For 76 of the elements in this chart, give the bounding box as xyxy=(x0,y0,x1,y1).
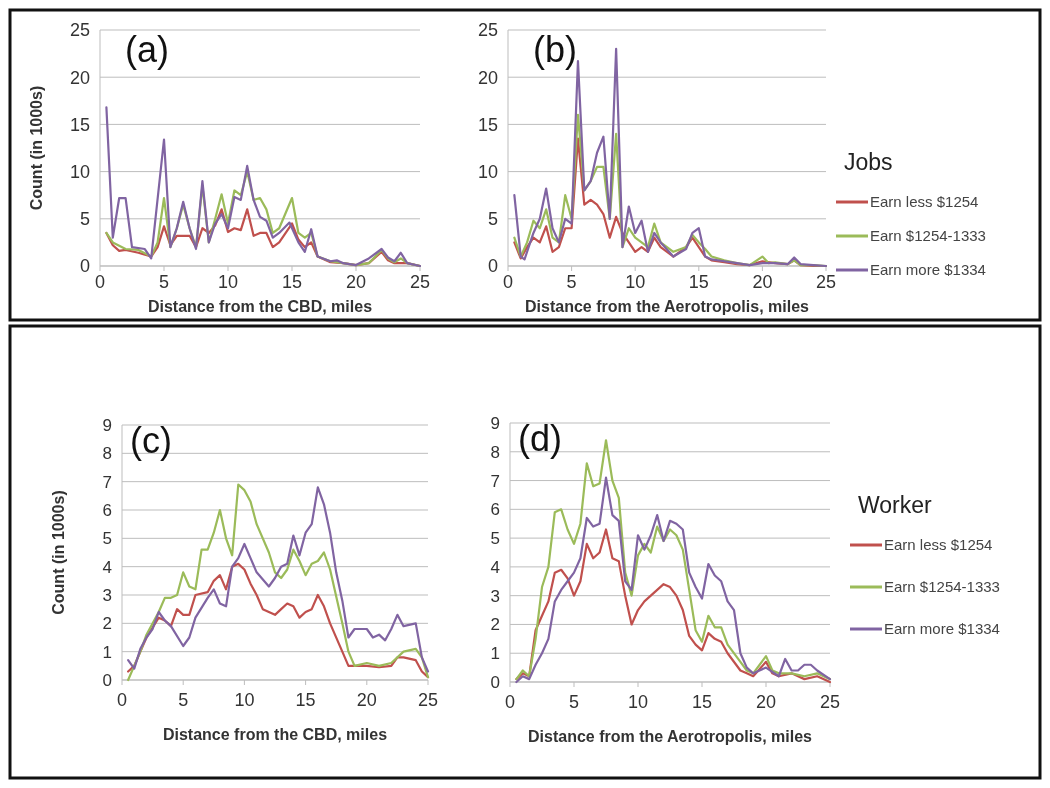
y-tick-label: 15 xyxy=(477,114,498,135)
legend-label: Earn more $1334 xyxy=(884,620,1000,638)
x-tick-label: 20 xyxy=(752,272,773,292)
y-tick-label: 6 xyxy=(490,500,500,520)
x-tick-label: 25 xyxy=(417,690,439,710)
y-tick-label: 3 xyxy=(102,585,112,605)
y-tick-label: 10 xyxy=(69,161,90,182)
y-tick-label: 6 xyxy=(102,500,112,520)
chart-title: (a) xyxy=(125,29,169,70)
x-tick-label: 25 xyxy=(815,272,837,292)
x-axis-title: Distance from the CBD, miles xyxy=(162,726,388,743)
legend-label: Earn $1254-1333 xyxy=(870,227,986,245)
y-tick-label: 1 xyxy=(490,644,500,664)
x-tick-label: 0 xyxy=(504,692,516,712)
y-tick-label: 9 xyxy=(490,413,500,433)
x-axis-title: Distance from the Aerotropolis, miles xyxy=(525,298,810,315)
x-tick-label: 0 xyxy=(116,690,128,710)
y-tick-label: 2 xyxy=(490,615,500,635)
x-tick-label: 5 xyxy=(158,272,170,292)
y-tick-label: 10 xyxy=(477,161,498,182)
y-tick-label: 5 xyxy=(490,529,500,549)
y-tick-label: 20 xyxy=(69,67,90,88)
y-tick-label: 2 xyxy=(102,614,112,634)
x-tick-label: 10 xyxy=(625,272,646,292)
y-tick-label: 9 xyxy=(102,415,112,435)
y-tick-label: 5 xyxy=(487,209,498,230)
legend-label: Earn less $1254 xyxy=(884,536,993,554)
y-axis-title: Count (in 1000s) xyxy=(50,490,67,615)
y-tick-label: 4 xyxy=(102,557,112,577)
line-series xyxy=(515,528,832,684)
y-tick-label: 8 xyxy=(102,444,112,464)
x-tick-label: 15 xyxy=(688,272,709,292)
chart-title: (c) xyxy=(130,420,172,461)
y-tick-label: 4 xyxy=(490,557,500,577)
chart-title: (b) xyxy=(533,29,577,70)
x-tick-label: 25 xyxy=(819,692,841,712)
y-tick-label: 25 xyxy=(477,20,498,41)
x-tick-label: 5 xyxy=(566,272,577,292)
y-tick-label: 5 xyxy=(102,529,112,549)
x-axis-title: Distance from the Aerotropolis, miles xyxy=(528,728,813,745)
y-tick-label: 0 xyxy=(102,670,112,690)
y-tick-label: 25 xyxy=(69,20,90,41)
line-series xyxy=(127,562,430,679)
y-axis-title: Count (in 1000s) xyxy=(28,85,45,211)
x-axis-title: Distance from the CBD, miles xyxy=(147,298,373,315)
x-tick-label: 20 xyxy=(345,272,367,292)
x-tick-label: 15 xyxy=(691,692,713,712)
y-tick-label: 1 xyxy=(102,642,112,662)
y-tick-label: 5 xyxy=(79,209,90,230)
legend-title: Jobs xyxy=(844,149,893,175)
x-tick-label: 20 xyxy=(755,692,777,712)
x-tick-label: 10 xyxy=(627,692,649,712)
legend-label: Earn $1254-1333 xyxy=(884,578,1000,596)
y-tick-label: 0 xyxy=(79,256,90,277)
legend-title: Worker xyxy=(858,492,933,518)
x-tick-label: 20 xyxy=(356,690,377,710)
x-tick-label: 5 xyxy=(178,690,189,710)
chart-title: (d) xyxy=(518,418,562,459)
x-tick-label: 10 xyxy=(217,272,239,292)
y-tick-label: 7 xyxy=(102,472,112,492)
y-tick-label: 0 xyxy=(487,256,498,277)
y-tick-label: 15 xyxy=(69,114,90,135)
legend-label: Earn more $1334 xyxy=(870,261,986,279)
x-tick-label: 10 xyxy=(234,690,255,710)
line-series xyxy=(105,106,422,268)
legend-label: Earn less $1254 xyxy=(870,193,979,211)
y-tick-label: 20 xyxy=(477,67,498,88)
y-tick-label: 0 xyxy=(490,672,500,692)
y-tick-label: 8 xyxy=(490,442,500,462)
line-series xyxy=(515,476,832,684)
y-tick-label: 3 xyxy=(490,586,500,606)
y-tick-label: 7 xyxy=(490,471,500,491)
x-tick-label: 15 xyxy=(281,272,303,292)
x-tick-label: 25 xyxy=(409,272,431,292)
x-tick-label: 5 xyxy=(568,692,580,712)
x-tick-label: 15 xyxy=(295,690,316,710)
